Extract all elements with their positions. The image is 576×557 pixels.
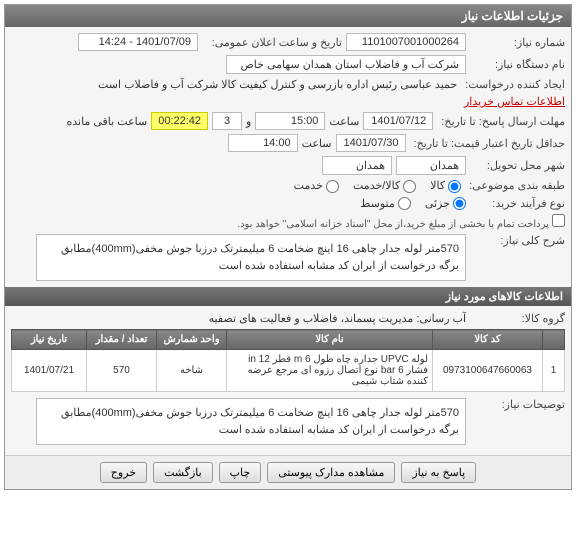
cell-code: 0973100647660063	[433, 350, 543, 392]
class-radio-item[interactable]	[448, 180, 461, 193]
class-serviceonly-text: خدمت	[294, 180, 323, 192]
row-valid: حداقل تاریخ اعتبار قیمت: تا تاریخ: 1401/…	[11, 134, 565, 152]
print-button[interactable]: چاپ	[219, 462, 262, 483]
row-class: طبقه بندی موضوعی: کالا کالا/خدمت خدمت	[11, 179, 565, 193]
notes-value: 570متر لوله جدار چاهی 16 اینچ ضخامت 6 می…	[36, 398, 466, 445]
time-label-1: ساعت	[329, 115, 359, 128]
col-code: کد کالا	[433, 330, 543, 350]
remain-suffix: ساعت باقی مانده	[66, 115, 147, 128]
need-no-label: شماره نیاز:	[470, 36, 565, 49]
buytype-low-text: جزئی	[425, 198, 450, 210]
buytype-radio-low[interactable]	[453, 197, 466, 210]
org-value: شرکت آب و فاضلاب استان همدان سهامی خاص	[226, 55, 466, 74]
creator-value: حمید عباسی رئیس اداره بازرسی و کنترل کیف…	[98, 78, 457, 91]
desc-value: 570متر لوله جدار چاهی 16 اینچ ضخامت 6 می…	[36, 234, 466, 281]
buytype-radio-med[interactable]	[398, 197, 411, 210]
class-item-text: کالا	[430, 180, 445, 192]
announce-label: تاریخ و ساعت اعلان عمومی:	[202, 36, 342, 49]
row-org: نام دستگاه نیاز: شرکت آب و فاضلاب استان …	[11, 55, 565, 74]
exit-button[interactable]: خروج	[100, 462, 147, 483]
buytype-label: نوع فرآیند خرید:	[470, 197, 565, 210]
creator-label: ایجاد کننده درخواست:	[461, 78, 565, 91]
buytype-med-text: متوسط	[360, 198, 395, 210]
valid-label: حداقل تاریخ اعتبار قیمت: تا تاریخ:	[410, 137, 565, 150]
goods-table: کد کالا نام کالا واحد شمارش تعداد / مقدا…	[11, 329, 565, 392]
paynote-check[interactable]	[552, 214, 565, 227]
paynote-text: پرداخت تمام یا بخشی از مبلغ خرید،از محل …	[237, 219, 549, 230]
remain-time-badge: 00:22:42	[151, 112, 208, 130]
remain-days: 3	[212, 112, 242, 130]
desc-label: شرح کلی نیاز:	[470, 234, 565, 247]
panel-body: شماره نیاز: 1101007001000264 تاریخ و ساع…	[5, 27, 571, 455]
details-panel: جزئیات اطلاعات نیاز شماره نیاز: 11010070…	[4, 4, 572, 490]
col-name: نام کالا	[227, 330, 433, 350]
goods-header: اطلاعات کالاهای مورد نیاز	[5, 287, 571, 306]
class-opt-item[interactable]: کالا	[430, 179, 461, 193]
need-no-value: 1101007001000264	[346, 33, 466, 51]
cell-date: 1401/07/21	[12, 350, 87, 392]
group-label: گروه کالا:	[470, 312, 565, 325]
announce-value: 1401/07/09 - 14:24	[78, 33, 198, 51]
city-city: همدان	[322, 156, 392, 175]
cell-name: لوله UPVC جداره چاه طول m 6 قطر in 12 فش…	[227, 350, 433, 392]
button-bar: پاسخ به نیاز مشاهده مدارک پیوستی چاپ باز…	[5, 455, 571, 489]
col-idx	[543, 330, 565, 350]
col-unit: واحد شمارش	[157, 330, 227, 350]
valid-time: 14:00	[228, 134, 298, 152]
class-opt-serviceonly[interactable]: خدمت	[294, 179, 339, 193]
group-value: آب رسانی: مدیریت پسماند، فاضلاب و فعالیت…	[209, 312, 466, 325]
class-radio-service[interactable]	[403, 180, 416, 193]
remain-and: و	[246, 115, 251, 128]
buytype-opt-med[interactable]: متوسط	[360, 197, 411, 211]
panel-title: جزئیات اطلاعات نیاز	[5, 5, 571, 27]
row-deadline: مهلت ارسال پاسخ: تا تاریخ: 1401/07/12 سا…	[11, 112, 565, 130]
org-label: نام دستگاه نیاز:	[470, 58, 565, 71]
row-need-no: شماره نیاز: 1101007001000264 تاریخ و ساع…	[11, 33, 565, 51]
class-radio-serviceonly[interactable]	[326, 180, 339, 193]
buytype-opt-low[interactable]: جزئی	[425, 197, 466, 211]
row-desc: شرح کلی نیاز: 570متر لوله جدار چاهی 16 ا…	[11, 234, 565, 281]
city-state: همدان	[396, 156, 466, 175]
notes-label: توضیحات نیاز:	[470, 398, 565, 411]
class-service-text: کالا/خدمت	[353, 180, 400, 192]
cell-idx: 1	[543, 350, 565, 392]
row-city: شهر محل تحویل: همدان همدان	[11, 156, 565, 175]
contact-link[interactable]: اطلاعات تماس خریدار	[464, 95, 565, 108]
table-row: 1 0973100647660063 لوله UPVC جداره چاه ط…	[12, 350, 565, 392]
cell-qty: 570	[87, 350, 157, 392]
class-opt-service[interactable]: کالا/خدمت	[353, 179, 416, 193]
back-button[interactable]: بازگشت	[153, 462, 213, 483]
row-notes: توضیحات نیاز: 570متر لوله جدار چاهی 16 ا…	[11, 398, 565, 445]
docs-button[interactable]: مشاهده مدارک پیوستی	[267, 462, 395, 483]
valid-date: 1401/07/30	[336, 134, 406, 152]
respond-button[interactable]: پاسخ به نیاز	[401, 462, 476, 483]
table-header-row: کد کالا نام کالا واحد شمارش تعداد / مقدا…	[12, 330, 565, 350]
deadline-date: 1401/07/12	[363, 112, 433, 130]
row-creator: ایجاد کننده درخواست: حمید عباسی رئیس ادا…	[11, 78, 565, 108]
class-label: طبقه بندی موضوعی:	[465, 179, 565, 192]
paynote-wrap: پرداخت تمام یا بخشی از مبلغ خرید،از محل …	[237, 214, 565, 230]
col-qty: تعداد / مقدار	[87, 330, 157, 350]
col-date: تاریخ نیاز	[12, 330, 87, 350]
city-label: شهر محل تحویل:	[470, 159, 565, 172]
deadline-label: مهلت ارسال پاسخ: تا تاریخ:	[437, 115, 565, 128]
cell-unit: شاخه	[157, 350, 227, 392]
deadline-time: 15:00	[255, 112, 325, 130]
row-buytype: نوع فرآیند خرید: جزئی متوسط پرداخت تمام …	[11, 197, 565, 231]
row-group: گروه کالا: آب رسانی: مدیریت پسماند، فاضل…	[11, 312, 565, 325]
time-label-2: ساعت	[302, 137, 332, 150]
